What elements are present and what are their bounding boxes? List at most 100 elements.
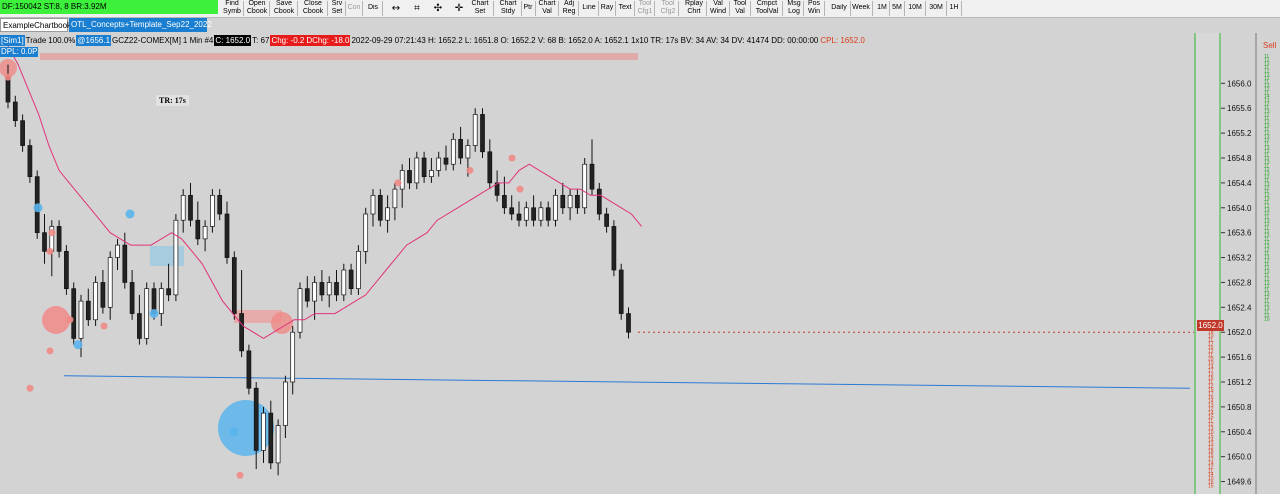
toolbar-button-10m[interactable]: 10M [908,4,922,11]
candle-body [545,207,551,221]
data-feed-status: DF:150042 ST:8, 8 BR:3.92M [0,0,218,14]
price-tick-label: 1652.0 [1227,328,1252,337]
profile-ask-count: 10 [1208,334,1214,340]
toolbar-button-chart-set[interactable]: Chart Set [471,0,489,15]
toolbar-button-close-cbook[interactable]: Close Cbook [302,0,324,15]
toolbar-button-rplay-chrt[interactable]: Rplay Chrt [685,0,703,15]
crosshair-box-icon[interactable]: ⌗ [414,3,420,14]
profile-bid-count: 12 [1264,101,1270,107]
candle-body [304,288,310,302]
profile-bid-count: 11 [1264,273,1269,279]
profile-ask-count: 15 [1208,387,1214,393]
toolbar-button-open-cbook[interactable]: Open Cbook [246,0,268,15]
profile-bid-count: 12 [1264,174,1270,180]
toolbar-button-week[interactable]: Week [852,4,870,11]
price-tick-label: 1654.8 [1227,154,1252,163]
profile-bid-count: 12 [1264,112,1270,118]
toolbar-separator [269,1,270,16]
large-sell-bubble [42,306,70,334]
profile-ask-count: 12 [1208,445,1214,451]
trade-label: Trade [25,36,47,45]
candle-body [472,114,478,146]
tab-example-chartbook[interactable]: ExampleChartbook [0,18,71,32]
crosshair-h-icon[interactable]: ↔ [391,3,401,14]
profile-ask-count: 12 [1208,384,1214,390]
candle-body [502,194,507,209]
toolbar-button-dis[interactable]: Dis [367,4,379,11]
candle-body [421,157,427,178]
candle-body [560,194,566,209]
profile-bid-count: 12 [1264,149,1270,155]
profile-bid-count: 12 [1264,185,1270,191]
profile-bid-count: 11 [1264,65,1269,71]
toolbar-button-con[interactable]: Con [347,4,361,11]
profile-bid-count: 11 [1264,237,1269,243]
candle-body [443,157,449,165]
candle-body [180,194,186,221]
toolbar-button-tool-cfg1[interactable]: Tool Cfg1 [637,0,653,15]
price-tick-label: 1655.2 [1227,129,1252,138]
candle-body [122,244,128,283]
profile-bid-count: 11 [1264,91,1269,97]
crosshair-icon[interactable]: ✣ [433,3,443,14]
toolbar-separator [872,1,873,16]
candle-body [71,288,77,339]
profile-bid-count: 12 [1264,204,1270,210]
candle-body [553,194,558,221]
profile-ask-count: 16 [1208,480,1214,486]
toolbar-button-ptr[interactable]: Ptr [523,4,533,11]
candle-body [312,282,317,302]
toolbar-button-1m[interactable]: 1M [877,4,887,11]
toolbar-button-1h[interactable]: 1H [949,4,959,11]
toolbar-separator [904,1,905,16]
candle-body [377,194,383,221]
toolbar-button-val-wind[interactable]: Val Wind [710,0,726,15]
price-chart[interactable]: 1656.0 1655.6 1655.2 1654.8 1654.4 1654.0 1653… [0,33,1280,494]
toolbar-button-cmpct-toolval[interactable]: Cmpct ToolVal [755,0,779,15]
toolbar-button-line[interactable]: Line [582,4,596,11]
profile-ask-count: 17 [1208,341,1214,347]
sell-label: Sell [1263,41,1277,50]
toolbar-separator [243,1,244,16]
toolbar-separator [961,1,962,16]
toolbar-button-text[interactable]: Text [618,4,632,11]
toolbar-separator [706,1,707,16]
toolbar-button-save-cbook[interactable]: Save Cbook [273,0,295,15]
trend-line [63,375,1191,389]
toolbar-separator [598,1,599,16]
toolbar-separator [634,1,635,16]
toolbar-button-tool-cfg2[interactable]: Tool Cfg2 [660,0,676,15]
sim-account-tag: [Sim1] [0,35,25,46]
toolbar-button-srv-set[interactable]: Srv Set [331,0,343,15]
profile-bid-count: 13 [1264,269,1270,275]
toolbar-separator [615,1,616,16]
candle-body [20,120,25,146]
toolbar-button-ray[interactable]: Ray [600,4,614,11]
toolbar-button-daily[interactable]: Daily [831,4,847,11]
toolbar-button-find-symb[interactable]: Find Symb [223,0,241,15]
candle-body [399,170,405,190]
toolbar-separator [578,1,579,16]
toolbar-button-tool-val[interactable]: Tool Val [733,0,747,15]
toolbar-button-msg-log[interactable]: Msg Log [787,0,801,15]
profile-bid-count: 12 [1264,193,1270,199]
price-tick-label: 1654.4 [1227,179,1252,188]
price-tick-label: 1653.2 [1227,254,1252,263]
toolbar-button-5m[interactable]: 5M [892,4,902,11]
toolbar-button-chart-val[interactable]: Chart Val [538,0,556,15]
profile-ask-count: 14 [1208,472,1214,478]
candle-body [596,188,602,215]
toolbar-button-pos-win[interactable]: Pos Win [807,0,821,15]
buy-mark [229,427,239,437]
candle-body [348,269,354,290]
candle-body [27,145,33,178]
toolbar-button-adj-reg[interactable]: Adj Reg [562,0,576,15]
toolbar-button-30m[interactable]: 30M [929,4,943,11]
candle-body [458,138,463,159]
buy-mark [73,340,83,350]
toolbar-button-chart-stdy[interactable]: Chart Stdy [499,0,517,15]
trade-price: @1656.1 [76,35,112,46]
tab-otl-concepts-template[interactable]: OTL_Concepts+Template_Sep22_2022 [69,18,212,32]
crosshair-plus-icon[interactable]: ✛ [454,3,464,14]
candle-body [290,331,296,383]
